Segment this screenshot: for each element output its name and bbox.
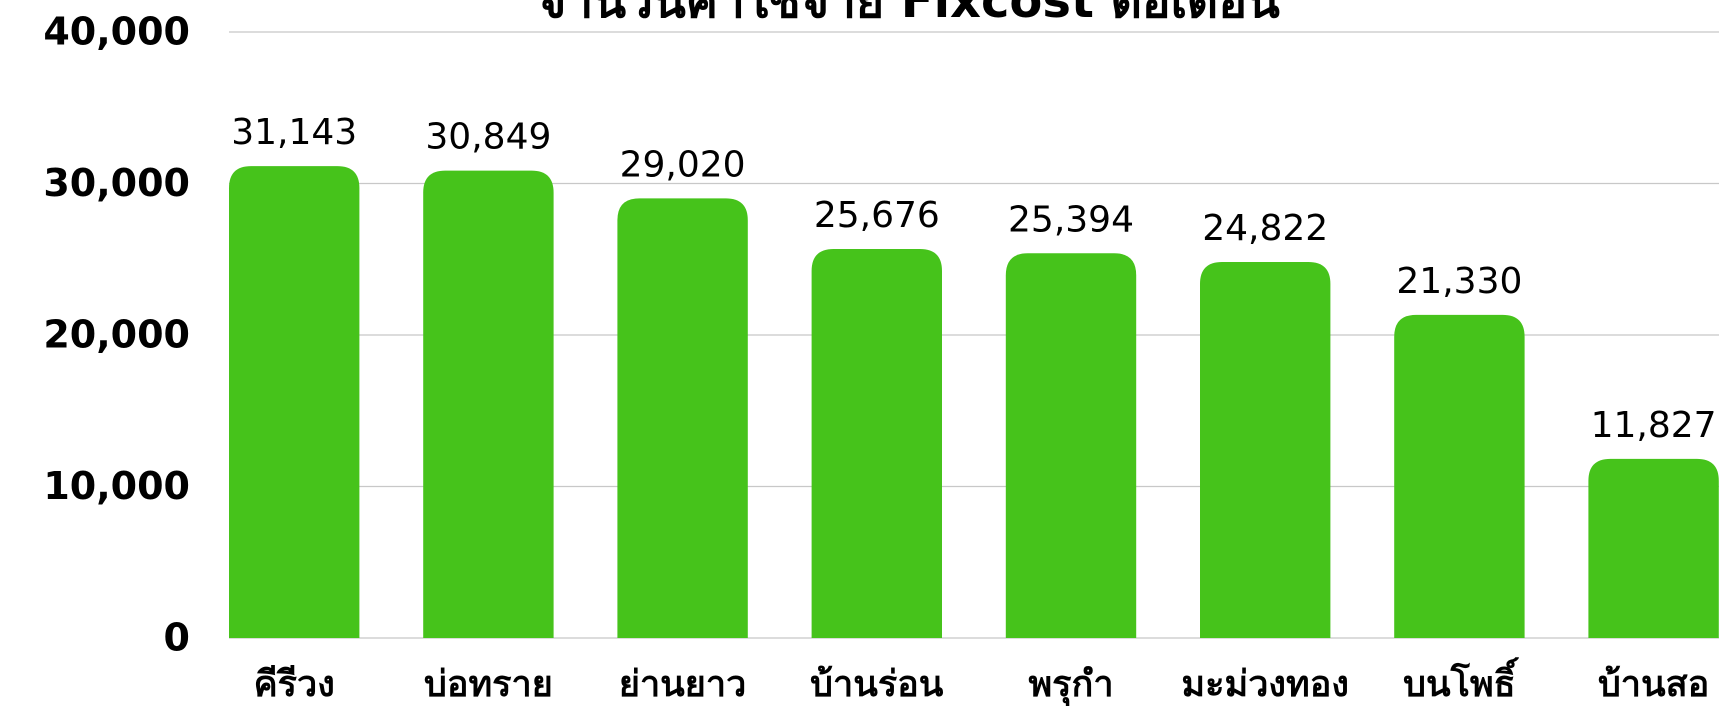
chart-title: จำนวนค่าใช้จ่าย Fixcost ต่อเดือน (538, 0, 1280, 29)
value-label: 29,020 (620, 144, 746, 185)
x-tick-label: พรุกำ (1028, 664, 1113, 707)
x-tick-label: บนโพธิ์ (1403, 657, 1520, 705)
x-tick-label: ย่านยาว (619, 664, 746, 705)
x-tick-label: บ้านร่อน (810, 664, 944, 705)
value-label: 11,827 (1591, 405, 1717, 446)
y-tick-label: 0 (164, 616, 190, 660)
x-tick-label: บ่อทราย (424, 664, 553, 705)
bar (811, 249, 942, 638)
value-label: 31,143 (231, 112, 357, 153)
bar (1200, 261, 1331, 638)
y-tick-label: 30,000 (43, 161, 190, 205)
x-tick-label: คีรีวง (254, 664, 335, 705)
bar (617, 198, 748, 639)
y-tick-label: 40,000 (43, 10, 190, 54)
bar (1394, 314, 1525, 638)
y-tick-label: 10,000 (43, 464, 190, 508)
value-label: 30,849 (425, 117, 551, 158)
bar (1005, 253, 1137, 639)
value-label: 25,394 (1008, 199, 1134, 240)
bar (423, 170, 554, 639)
bar (229, 166, 360, 639)
value-label: 25,676 (814, 195, 940, 236)
x-tick-label: มะม่วงทอง (1181, 664, 1349, 705)
value-label: 21,330 (1396, 261, 1522, 302)
y-tick-label: 20,000 (43, 313, 190, 357)
value-label: 24,822 (1202, 208, 1328, 249)
x-tick-label: บ้านสอ (1598, 664, 1709, 705)
bar (1588, 458, 1719, 638)
